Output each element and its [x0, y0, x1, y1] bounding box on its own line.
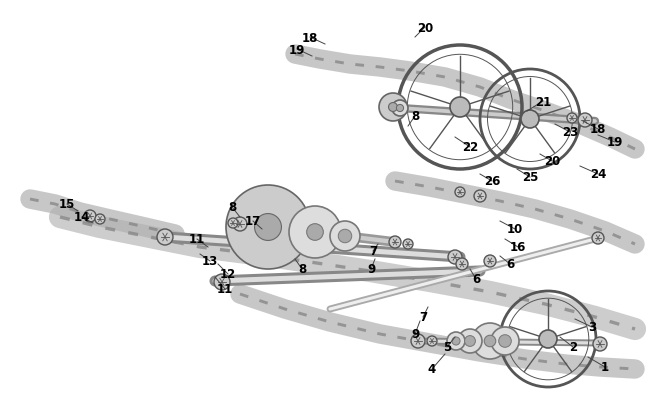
Circle shape — [474, 190, 486, 202]
Text: 5: 5 — [443, 341, 451, 354]
Circle shape — [233, 217, 247, 231]
Text: 1: 1 — [601, 360, 609, 373]
Circle shape — [330, 222, 360, 252]
Text: 20: 20 — [417, 21, 433, 34]
Circle shape — [307, 224, 323, 241]
Text: 14: 14 — [74, 211, 90, 224]
Text: 8: 8 — [298, 263, 306, 276]
Text: 16: 16 — [510, 241, 526, 254]
Circle shape — [379, 94, 407, 122]
Circle shape — [491, 327, 519, 355]
Text: 8: 8 — [411, 110, 419, 123]
Text: 7: 7 — [419, 311, 427, 324]
Circle shape — [593, 337, 607, 351]
Circle shape — [228, 218, 238, 228]
Circle shape — [447, 332, 465, 350]
Circle shape — [255, 214, 281, 241]
Text: 23: 23 — [562, 126, 578, 139]
Circle shape — [427, 336, 437, 346]
Circle shape — [338, 230, 352, 243]
Text: 13: 13 — [202, 255, 218, 268]
Circle shape — [289, 207, 341, 258]
Text: 8: 8 — [228, 201, 236, 214]
Circle shape — [472, 323, 508, 359]
Circle shape — [484, 335, 496, 347]
Circle shape — [458, 329, 482, 353]
Text: 12: 12 — [220, 268, 236, 281]
Text: 11: 11 — [189, 233, 205, 246]
Circle shape — [403, 239, 413, 249]
Circle shape — [578, 114, 592, 128]
Circle shape — [465, 336, 475, 347]
Text: 4: 4 — [428, 362, 436, 375]
Text: 20: 20 — [544, 155, 560, 168]
Text: 26: 26 — [484, 175, 501, 188]
Text: 19: 19 — [289, 43, 306, 56]
Text: 9: 9 — [411, 328, 419, 341]
Circle shape — [455, 188, 465, 198]
Circle shape — [411, 334, 425, 348]
Text: 15: 15 — [58, 198, 75, 211]
Text: 21: 21 — [535, 95, 551, 108]
Circle shape — [456, 258, 468, 270]
Circle shape — [396, 105, 404, 112]
Circle shape — [448, 250, 462, 264]
Text: 24: 24 — [590, 168, 606, 181]
Text: 10: 10 — [507, 223, 523, 236]
Circle shape — [157, 230, 173, 245]
Circle shape — [539, 330, 557, 348]
Circle shape — [226, 185, 310, 269]
Circle shape — [452, 337, 460, 345]
Circle shape — [567, 114, 577, 124]
Text: 7: 7 — [369, 245, 377, 258]
Circle shape — [521, 111, 539, 129]
Text: 3: 3 — [588, 321, 596, 334]
Circle shape — [392, 101, 408, 117]
Circle shape — [84, 211, 96, 222]
Text: 6: 6 — [506, 258, 514, 271]
Circle shape — [214, 274, 230, 290]
Circle shape — [499, 335, 512, 347]
Circle shape — [592, 232, 604, 244]
Text: 17: 17 — [245, 215, 261, 228]
Text: 9: 9 — [367, 263, 375, 276]
Text: 11: 11 — [217, 283, 233, 296]
Circle shape — [450, 98, 470, 118]
Circle shape — [484, 256, 496, 267]
Text: 6: 6 — [472, 273, 480, 286]
Circle shape — [95, 215, 105, 224]
Text: 19: 19 — [607, 136, 623, 149]
Circle shape — [389, 237, 401, 248]
Text: 25: 25 — [522, 171, 538, 184]
Circle shape — [389, 103, 398, 112]
Text: 18: 18 — [302, 32, 318, 45]
Text: 18: 18 — [590, 123, 606, 136]
Text: 2: 2 — [569, 341, 577, 354]
Text: 22: 22 — [462, 141, 478, 154]
